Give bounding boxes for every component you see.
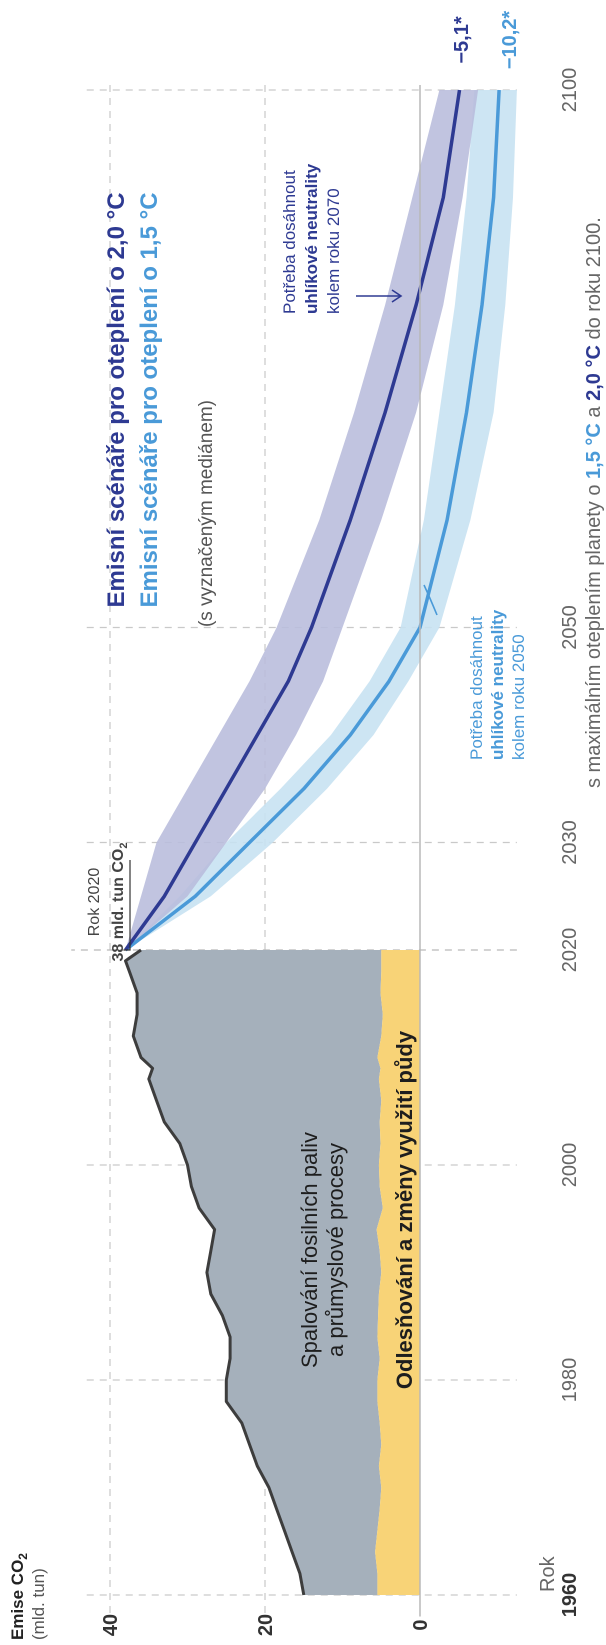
year-tick-label: 2050 [559,605,581,650]
year-tick-label: 2000 [559,1143,581,1188]
year-2020-label: Rok 2020 [86,868,103,937]
year-2020-value: 38 mld. tun CO2 [110,842,130,961]
historical-emissions [124,948,420,1596]
subtitle-part-v20: 2,0 °C [583,345,605,401]
year-tick-label: 2030 [559,820,581,865]
chart-subtitle: s maximálním oteplením planety o 1,5 °C … [583,217,605,788]
total-emissions-line [124,948,306,1596]
note-2050-line3: kolem roku 2050 [509,634,528,760]
legend-note: (s vyznačeným mediánem) [196,400,217,627]
median-line-1-5c [124,89,501,952]
land-use-area [375,950,420,1595]
note-2050-line1: Potřeba dosáhnout [467,616,486,760]
year-2020-value-sub: 2 [118,842,130,848]
year-tick-label: 1960 [559,1573,581,1618]
subtitle-part-lead: s maximálním oteplením planety o [583,479,605,788]
annotations: s maximálním oteplením planety o 1,5 °C … [86,11,605,1390]
subtitle-part-tail: do roku 2100. [583,217,605,345]
year-tick-label: 2100 [559,68,581,113]
fossil-area-label: Spalování fosilních paliv [297,1132,322,1368]
band-1-5c [125,90,517,950]
legend-2-0c: Emisní scénáře pro oteplení o 2,0 °C [103,192,130,607]
x-axis-title: Rok [537,1555,559,1592]
year-tick-label: 1980 [559,1358,581,1403]
value-tick-label: 0 [410,1619,432,1630]
year-tick-label: 2020 [559,928,581,973]
y-axis-title: Emise CO2 [8,1553,30,1640]
value-tick-label: 20 [255,1614,277,1636]
end-value-1-5c: −10,2* [499,11,521,70]
y-axis-title-sub: 2 [16,1553,30,1560]
legend-1-5c: Emisní scénáře pro oteplení o 1,5 °C [136,192,163,607]
subtitle-part-mid: a [583,401,605,423]
subtitle-part-v15: 1,5 °C [583,423,605,479]
band-2-0c [125,90,479,950]
note-2050-arrow [423,584,438,616]
end-value-2-0c: −5,1* [451,16,473,63]
note-2050-line2: uhlíkové neutrality [488,609,507,760]
axes: 0 20 40 1960 1980 2000 2020 2030 2050 2100 Rok Emis… [8,68,581,1640]
year-2020-value-main: 38 mld. tun CO [110,849,127,962]
fossil-fuel-area [125,950,383,1595]
y-axis-unit: (mld. tun) [29,1568,48,1640]
year-2020-leader [123,860,131,951]
y-axis-title-main: Emise CO [8,1560,27,1640]
land-area-label: Odlesňování a změny využití půdy [392,1030,417,1389]
note-2070-line2: uhlíkové neutrality [302,163,321,314]
note-2070-line3: kolem roku 2070 [324,188,343,314]
note-2070-arrowhead [391,289,403,303]
fossil-area-label-2: a průmyslové procesy [323,1143,348,1357]
value-tick-label: 40 [100,1614,122,1636]
note-2070-line1: Potřeba dosáhnout [280,170,299,314]
scenario-bands [124,89,517,952]
